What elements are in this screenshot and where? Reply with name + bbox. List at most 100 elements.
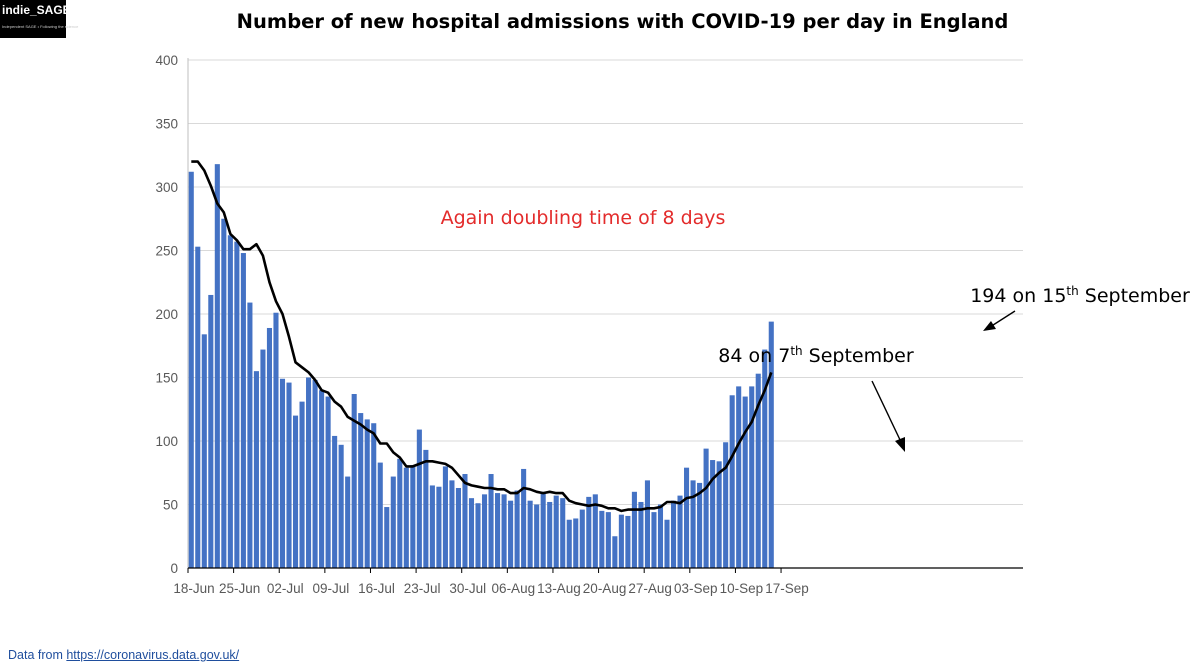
bar (468, 498, 475, 568)
bar (618, 514, 624, 568)
bar (527, 500, 533, 568)
bar (358, 413, 364, 568)
annotation-sep-7: 84 on 7th September (718, 344, 914, 367)
annotation-sep-15-num: 194 on 15 (970, 285, 1066, 307)
annotation-sep-7-rest: September (803, 345, 914, 367)
bar (449, 480, 455, 568)
bar (423, 449, 429, 568)
bar (742, 396, 748, 568)
bar (221, 218, 227, 568)
bar (325, 396, 331, 568)
x-axis: 18-Jun 25-Jun 02-Jul 09-Jul 16-Jul 23-Jul 30-J… (173, 567, 1023, 596)
x-tick-label: 30-Jul (449, 581, 486, 596)
indie-sage-logo: indie_SAGE Independent SAGE • Following … (0, 0, 78, 38)
y-tick-label: 200 (155, 307, 178, 322)
bar (364, 419, 370, 568)
chart-title: Number of new hospital admissions with C… (236, 10, 1009, 33)
bar (690, 480, 696, 568)
bar (475, 503, 481, 568)
bar (534, 504, 540, 568)
x-tick-label: 06-Aug (492, 581, 536, 596)
annotation-doubling-time: Again doubling time of 8 days (441, 207, 726, 229)
y-tick-label: 400 (155, 53, 178, 68)
bar (501, 494, 507, 568)
bar (234, 241, 240, 569)
annotation-sep-7-num: 84 on 7 (718, 345, 790, 367)
bar (227, 235, 233, 568)
bar (547, 501, 553, 568)
bar (286, 382, 292, 568)
bar (579, 509, 585, 568)
bar (208, 294, 214, 568)
bar (312, 380, 318, 568)
bar (736, 386, 742, 568)
annotation-sep-15-sup: th (1066, 284, 1078, 298)
bar (188, 171, 194, 568)
source-note: Data from https://coronavirus.data.gov.u… (8, 648, 239, 662)
x-tick-label: 18-Jun (173, 581, 214, 596)
logo-tagline: Independent SAGE • Following the science (2, 24, 79, 29)
y-tick-label: 50 (163, 498, 178, 513)
bar (723, 442, 729, 568)
source-link[interactable]: https://coronavirus.data.gov.uk/ (66, 648, 240, 662)
bar (573, 518, 579, 568)
bar (755, 373, 761, 568)
bar (299, 401, 305, 568)
average-line (191, 160, 773, 513)
bar (651, 512, 657, 568)
bar (462, 474, 468, 568)
bar (266, 327, 273, 568)
bar (644, 480, 650, 568)
bar (612, 536, 618, 568)
x-tick-label: 17-Sep (765, 581, 809, 596)
bar (332, 435, 338, 568)
bar (625, 515, 631, 568)
bar (495, 493, 501, 568)
bar (670, 500, 677, 568)
bar (729, 395, 735, 568)
annotation-sep-15-rest: September (1079, 285, 1190, 307)
bar (273, 312, 279, 568)
bar (279, 378, 286, 568)
bar (488, 474, 494, 568)
logo-name: indie_SAGE (2, 3, 71, 17)
bar (768, 321, 774, 568)
bar (338, 444, 344, 568)
y-axis: 0 50 100 150 200 250 300 350 400 (155, 53, 189, 576)
bar (253, 371, 259, 568)
bar (716, 461, 722, 568)
x-tick-label: 25-Jun (219, 581, 260, 596)
bar (703, 448, 709, 568)
bar (390, 476, 396, 568)
x-tick-label: 09-Jul (312, 581, 349, 596)
x-tick-label: 10-Sep (720, 581, 764, 596)
y-tick-label: 100 (155, 434, 178, 449)
x-tick-label: 27-Aug (628, 581, 672, 596)
bar (592, 494, 598, 568)
bar (306, 377, 312, 568)
x-tick-label: 23-Jul (404, 581, 441, 596)
bar (384, 507, 390, 568)
grid (188, 59, 1023, 505)
arrow-sep-7 (871, 380, 905, 452)
bar (260, 349, 266, 568)
bar (410, 465, 416, 568)
bar (762, 349, 768, 568)
annotation-sep-15: 194 on 15th September (970, 284, 1190, 307)
y-tick-label: 350 (155, 117, 178, 132)
bar (638, 501, 644, 568)
bar (345, 476, 351, 568)
bar (319, 390, 325, 568)
bar (657, 504, 664, 568)
bar (605, 512, 611, 568)
y-tick-label: 300 (155, 180, 178, 195)
y-tick-label: 150 (155, 371, 178, 386)
bar (540, 491, 546, 568)
annotation-sep-7-sup: th (790, 344, 802, 358)
bar (247, 302, 253, 568)
bar (195, 246, 201, 568)
bar (521, 468, 527, 568)
bar (749, 386, 755, 568)
bar (416, 429, 422, 568)
